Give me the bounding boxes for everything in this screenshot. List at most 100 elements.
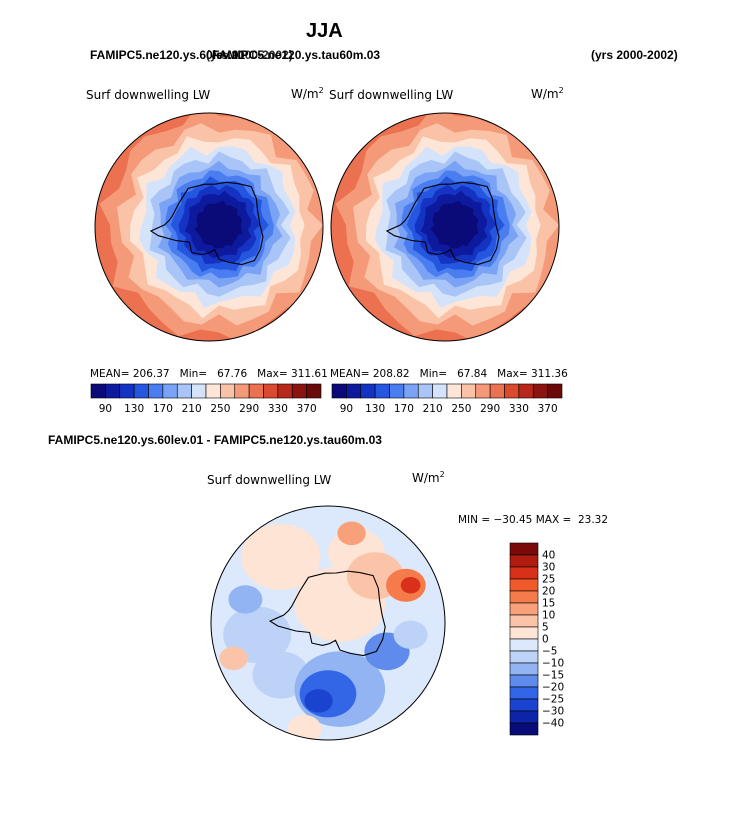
colorbar-tick-label: 130 xyxy=(124,403,144,415)
colorbar-swatch xyxy=(461,383,477,399)
panel1-min-label: Min= xyxy=(179,368,208,380)
panel2-map xyxy=(330,112,560,342)
colorbar-tick-label: 20 xyxy=(542,586,555,598)
panel2-max-value: 311.36 xyxy=(531,368,568,380)
diff-units-exp: 2 xyxy=(439,470,445,479)
colorbar-tick-label: 130 xyxy=(365,403,385,415)
colorbar-tick-label: −25 xyxy=(542,694,564,706)
colorbar-swatch xyxy=(133,383,149,399)
diff-title: FAMIPC5.ne120.ys.60lev.01 - FAMIPC5.ne12… xyxy=(48,433,382,447)
colorbar-swatch xyxy=(105,383,121,399)
colorbar-swatch xyxy=(360,383,376,399)
colorbar-tick-label: 370 xyxy=(297,403,317,415)
colorbar-tick-label: 170 xyxy=(394,403,414,415)
colorbar-swatch xyxy=(509,638,539,652)
colorbar-swatch xyxy=(403,383,419,399)
colorbar-swatch xyxy=(234,383,250,399)
diff-units-base: W/m xyxy=(412,471,440,485)
years-subtitle: (yrs 2000-2002) xyxy=(591,48,678,62)
colorbar-swatch xyxy=(509,686,539,700)
panel2-mean-label: MEAN= xyxy=(330,368,370,380)
colorbar-swatch xyxy=(220,383,236,399)
map-field xyxy=(331,113,559,341)
colorbar-swatch xyxy=(509,626,539,640)
colorbar-swatch xyxy=(306,383,322,399)
colorbar-tick-label: 250 xyxy=(451,403,471,415)
panel1-max-label: Max= xyxy=(257,368,288,380)
contour-blob xyxy=(228,585,263,614)
contour-band xyxy=(194,200,243,249)
panel1-mean-value: 206.37 xyxy=(132,368,170,380)
colorbar-swatch xyxy=(509,542,539,556)
colorbar-tick-label: 290 xyxy=(239,403,259,415)
colorbar-swatch xyxy=(509,590,539,604)
colorbar-swatch xyxy=(509,722,539,736)
figure-title: JJA xyxy=(306,20,343,42)
colorbar-tick-label: 290 xyxy=(480,403,500,415)
panel1-colorbar: 90 130 170 210 250 290 330 370 xyxy=(90,383,322,415)
map-border xyxy=(210,505,446,741)
panel1-units-exp: 2 xyxy=(318,86,324,95)
colorbar-swatch xyxy=(509,698,539,712)
coastline xyxy=(268,570,386,657)
colorbar-tick-label: 370 xyxy=(538,403,558,415)
colorbar-swatch xyxy=(176,383,192,399)
panel2-mean-value: 208.82 xyxy=(372,368,410,380)
colorbar-tick-label: 170 xyxy=(153,403,173,415)
colorbar-swatch xyxy=(331,383,347,399)
colorbar-swatch xyxy=(509,554,539,568)
contour-blob xyxy=(304,689,333,713)
colorbar-swatch xyxy=(346,383,362,399)
colorbar-swatch xyxy=(509,614,539,628)
colorbar-swatch xyxy=(547,383,563,399)
panel1-units: W/m2 xyxy=(291,86,324,101)
panel2-min-value: 67.84 xyxy=(457,368,488,380)
colorbar-swatch xyxy=(277,383,293,399)
colorbar-swatch xyxy=(248,383,264,399)
colorbar-swatch xyxy=(263,383,279,399)
panel1-min-value: 67.76 xyxy=(217,368,248,380)
map-field xyxy=(211,506,445,740)
colorbar-swatch xyxy=(509,578,539,592)
colorbar-swatch xyxy=(489,383,505,399)
colorbar-swatch xyxy=(504,383,520,399)
colorbar-swatch xyxy=(509,602,539,616)
diff-units: W/m2 xyxy=(412,470,445,485)
contour-band xyxy=(430,200,479,249)
contour-blob xyxy=(241,523,321,590)
case-b-name: FAMIPC5.ne120.ys.tau60m.03 xyxy=(212,48,381,62)
diff-map xyxy=(210,505,446,741)
colorbar-tick-label: −30 xyxy=(542,706,564,718)
colorbar-swatch xyxy=(509,710,539,724)
diff-min-label: MIN = xyxy=(458,514,491,526)
colorbar-swatch xyxy=(509,674,539,688)
panel2-min-label: Min= xyxy=(419,368,448,380)
panel2-units-base: W/m xyxy=(531,87,559,101)
colorbar-swatch xyxy=(509,566,539,580)
diff-variable: Surf downwelling LW xyxy=(207,473,332,487)
diff-stats: MIN = −30.45 MAX = 23.32 xyxy=(458,514,608,526)
diff-max-label: MAX = xyxy=(535,514,572,526)
diff-max-value: 23.32 xyxy=(577,514,609,526)
coastline xyxy=(385,181,500,266)
colorbar-tick-label: 40 xyxy=(542,550,555,562)
colorbar-tick-label: 250 xyxy=(210,403,230,415)
colorbar-swatch xyxy=(374,383,390,399)
colorbar-tick-label: 210 xyxy=(182,403,202,415)
colorbar-swatch xyxy=(509,650,539,664)
panel1-max-value: 311.61 xyxy=(291,368,328,380)
panel2-max-label: Max= xyxy=(497,368,528,380)
colorbar-swatch xyxy=(191,383,207,399)
colorbar-tick-label: 210 xyxy=(423,403,443,415)
colorbar-tick-label: 5 xyxy=(542,622,549,634)
colorbar-swatch xyxy=(148,383,164,399)
panel1-units-base: W/m xyxy=(291,87,319,101)
colorbar-swatch xyxy=(90,383,106,399)
colorbar-tick-label: 25 xyxy=(542,574,555,586)
colorbar-tick-label: 10 xyxy=(542,610,555,622)
colorbar-swatch xyxy=(432,383,448,399)
colorbar-tick-label: −15 xyxy=(542,670,564,682)
diff-min-value: −30.45 xyxy=(493,514,533,526)
colorbar-tick-label: 90 xyxy=(99,403,112,415)
